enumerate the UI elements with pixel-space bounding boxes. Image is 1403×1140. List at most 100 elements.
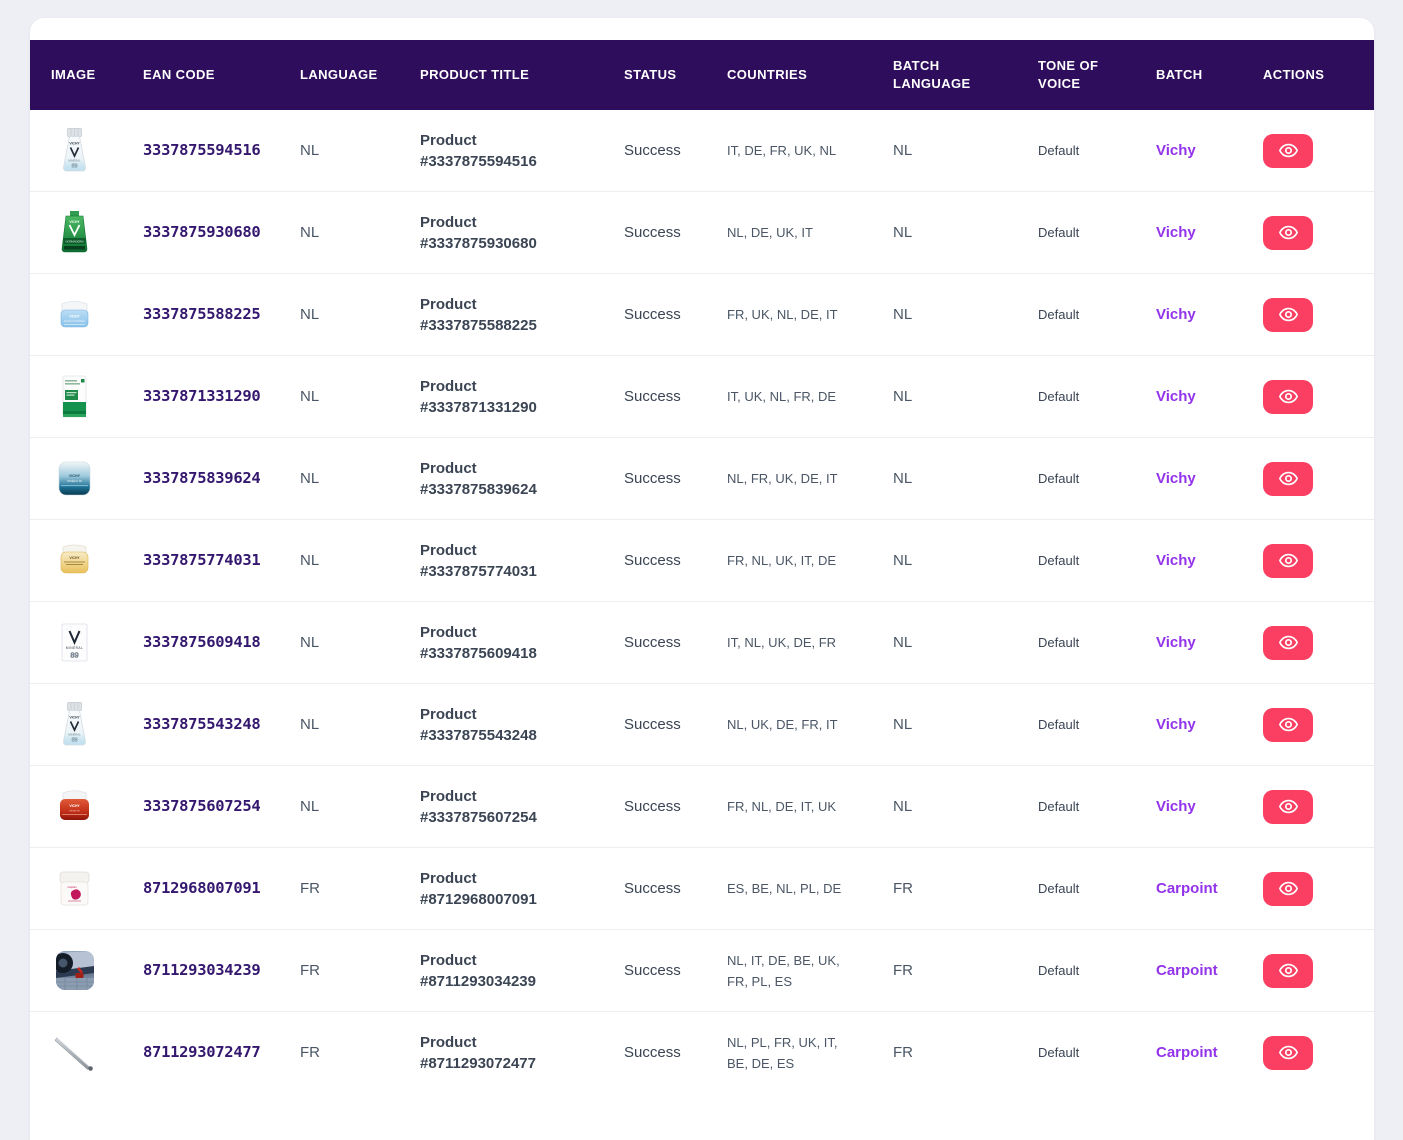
- svg-text:89: 89: [71, 738, 77, 744]
- view-product-button[interactable]: [1263, 133, 1313, 168]
- batch-link[interactable]: Vichy: [1156, 141, 1196, 159]
- language-value: NL: [300, 305, 320, 323]
- status-value: Success: [624, 141, 681, 159]
- tone-of-voice-cell: Default: [1038, 273, 1156, 356]
- language-value: NL: [300, 633, 320, 651]
- product-image: VICHY LIFTACTIV: [51, 783, 98, 830]
- image-cell: VICHY AQUALIA THERMAL: [30, 273, 143, 356]
- view-product-button[interactable]: [1263, 789, 1313, 824]
- products-table: IMAGE EAN CODE LANGUAGE PRODUCT TITLE ST…: [30, 40, 1374, 1093]
- status-cell: Success: [624, 191, 727, 274]
- countries-value: FR, NL, UK, IT, DE: [727, 553, 837, 568]
- product-image: [51, 1029, 98, 1076]
- ean-cell: 3337875839624: [143, 437, 300, 520]
- svg-text:VICHY: VICHY: [69, 142, 80, 146]
- ean-code: 3337875609418: [143, 633, 261, 651]
- batch-link[interactable]: Carpoint: [1156, 961, 1218, 979]
- batch-cell: Carpoint: [1156, 929, 1263, 1012]
- image-cell: [30, 1011, 143, 1093]
- table-row: VICHY MINÉRAL 89 3337875839624 NL Produc…: [30, 437, 1374, 520]
- image-cell: VICHY: [30, 519, 143, 602]
- product-title: Product #8711293072477: [420, 1033, 536, 1072]
- batch-cell: Vichy: [1156, 273, 1263, 356]
- tone-of-voice-value: Default: [1038, 634, 1080, 650]
- view-product-button[interactable]: [1263, 461, 1313, 496]
- view-product-button[interactable]: [1263, 625, 1313, 660]
- batch-link[interactable]: Vichy: [1156, 305, 1196, 323]
- tone-of-voice-cell: Default: [1038, 519, 1156, 602]
- view-product-button[interactable]: [1263, 871, 1313, 906]
- title-cell: Product #8712968007091: [420, 847, 624, 930]
- eye-icon: [1278, 553, 1298, 568]
- status-cell: Success: [624, 1011, 727, 1093]
- tone-of-voice-value: Default: [1038, 470, 1080, 486]
- batch-language-value: NL: [893, 141, 913, 159]
- batch-cell: Vichy: [1156, 437, 1263, 520]
- product-title: Product #3337875543248: [420, 705, 537, 744]
- batch-link[interactable]: Vichy: [1156, 387, 1196, 405]
- countries-value: IT, DE, FR, UK, NL: [727, 143, 837, 158]
- eye-icon: [1278, 225, 1298, 240]
- view-product-button[interactable]: [1263, 297, 1313, 332]
- svg-text:NORMADERM: NORMADERM: [66, 239, 85, 243]
- vichy-red-jar-image: VICHY LIFTACTIV: [60, 790, 89, 820]
- product-image: VICHY: [51, 537, 98, 584]
- product-image: VICHY MINÉRAL 89: [51, 701, 98, 748]
- svg-text:VICHY: VICHY: [69, 315, 80, 319]
- batch-cell: Vichy: [1156, 765, 1263, 848]
- title-cell: Product #8711293072477: [420, 1011, 624, 1093]
- eye-icon: [1278, 389, 1298, 404]
- batch-cell: Vichy: [1156, 683, 1263, 766]
- vichy-yellow-jar-image: VICHY: [60, 544, 89, 574]
- batch-language-value: FR: [893, 879, 913, 897]
- batch-language-cell: NL: [893, 437, 1038, 520]
- countries-cell: FR, UK, NL, DE, IT: [727, 273, 893, 356]
- language-cell: NL: [300, 191, 420, 274]
- image-cell: VICHY MINÉRAL 89: [30, 437, 143, 520]
- carpoint-tub-image: Carplan: [59, 871, 90, 906]
- batch-link[interactable]: Carpoint: [1156, 879, 1218, 897]
- language-value: NL: [300, 551, 320, 569]
- countries-cell: ES, BE, NL, PL, DE: [727, 847, 893, 930]
- eye-icon: [1278, 799, 1298, 814]
- view-product-button[interactable]: [1263, 379, 1313, 414]
- batch-language-cell: NL: [893, 519, 1038, 602]
- svg-text:VICHY: VICHY: [69, 804, 80, 808]
- countries-value: NL, FR, UK, DE, IT: [727, 471, 838, 486]
- ean-cell: 3337875594516: [143, 110, 300, 192]
- countries-value: IT, NL, UK, DE, FR: [727, 635, 837, 650]
- batch-link[interactable]: Vichy: [1156, 223, 1196, 241]
- column-header: COUNTRIES: [727, 40, 893, 110]
- vichy-mineral89-bottle-image: VICHY MINÉRAL 89: [63, 128, 86, 172]
- table-row: VICHY LIFTACTIV 3337875607254 NL Product…: [30, 765, 1374, 848]
- title-cell: Product #3337875609418: [420, 601, 624, 684]
- view-product-button[interactable]: [1263, 215, 1313, 250]
- title-cell: Product #3337875839624: [420, 437, 624, 520]
- title-cell: Product #3337875607254: [420, 765, 624, 848]
- view-product-button[interactable]: [1263, 953, 1313, 988]
- batch-cell: Vichy: [1156, 191, 1263, 274]
- column-header: TONE OF VOICE: [1038, 40, 1156, 110]
- ean-code: 3337875607254: [143, 797, 261, 815]
- batch-link[interactable]: Carpoint: [1156, 1043, 1218, 1061]
- status-value: Success: [624, 1043, 681, 1061]
- tone-of-voice-value: Default: [1038, 1044, 1080, 1060]
- batch-language-cell: FR: [893, 1011, 1038, 1093]
- batch-cell: Carpoint: [1156, 1011, 1263, 1093]
- view-product-button[interactable]: [1263, 543, 1313, 578]
- status-value: Success: [624, 715, 681, 733]
- batch-language-cell: NL: [893, 110, 1038, 192]
- vichy-mineral89-box-image: MINÉRAL 89: [61, 623, 88, 662]
- batch-link[interactable]: Vichy: [1156, 551, 1196, 569]
- language-value: FR: [300, 879, 320, 897]
- batch-link[interactable]: Vichy: [1156, 797, 1196, 815]
- batch-link[interactable]: Vichy: [1156, 715, 1196, 733]
- view-product-button[interactable]: [1263, 1035, 1313, 1070]
- column-header: BATCH: [1156, 40, 1263, 110]
- batch-link[interactable]: Vichy: [1156, 469, 1196, 487]
- ean-cell: 3337875588225: [143, 273, 300, 356]
- svg-text:VICHY: VICHY: [69, 556, 80, 560]
- view-product-button[interactable]: [1263, 707, 1313, 742]
- batch-link[interactable]: Vichy: [1156, 633, 1196, 651]
- countries-value: IT, UK, NL, FR, DE: [727, 389, 837, 404]
